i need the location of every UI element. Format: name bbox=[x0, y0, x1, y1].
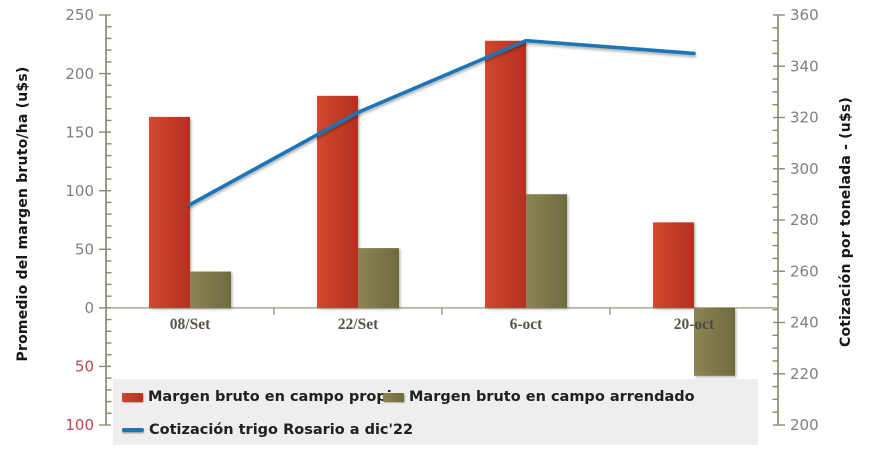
right-tick-label: 320 bbox=[790, 109, 819, 127]
legend-label-cotizacion: Cotización trigo Rosario a dic'22 bbox=[149, 422, 414, 438]
left-tick-label: 250 bbox=[65, 6, 94, 24]
left-tick-label: 50 bbox=[75, 240, 94, 258]
legend-item-propio: Margen bruto en campo propio bbox=[122, 388, 402, 406]
bar-propio-0 bbox=[149, 116, 190, 308]
bar-propio-3 bbox=[653, 222, 694, 308]
legend-item-arrendado: Margen bruto en campo arrendado bbox=[383, 388, 695, 406]
right-tick-label: 220 bbox=[790, 365, 819, 383]
legend-swatch-arrendado-icon bbox=[383, 392, 404, 402]
left-tick-label: 100 bbox=[65, 182, 94, 200]
x-category-label: 22/Set bbox=[338, 316, 379, 333]
bar-propio-2 bbox=[485, 40, 526, 308]
left-tick-label: 50 bbox=[75, 358, 94, 376]
right-tick-label: 200 bbox=[790, 416, 819, 434]
bar-propio-1 bbox=[317, 95, 358, 308]
legend: Margen bruto en campo propio Margen brut… bbox=[113, 379, 758, 445]
left-tick-label: 0 bbox=[84, 299, 94, 317]
legend-label-arrendado: Margen bruto en campo arrendado bbox=[409, 389, 695, 405]
bar-arrendado-0 bbox=[190, 271, 231, 308]
cotizacion-line bbox=[188, 38, 696, 207]
left-tick-label: 150 bbox=[65, 123, 94, 141]
right-tick-label: 240 bbox=[790, 314, 819, 332]
right-tick-label: 260 bbox=[790, 262, 819, 280]
legend-item-cotizacion: Cotización trigo Rosario a dic'22 bbox=[122, 421, 413, 439]
bar-arrendado-1 bbox=[358, 248, 399, 308]
right-tick-label: 300 bbox=[790, 160, 819, 178]
right-axis-title: Cotización por tonelada - (u$s) bbox=[838, 96, 854, 348]
legend-label-propio: Margen bruto en campo propio bbox=[148, 389, 402, 405]
legend-swatch-propio-icon bbox=[122, 392, 143, 402]
right-tick-label: 360 bbox=[790, 6, 819, 24]
left-axis-title: Promedio del margen bruto/ha (u$s) bbox=[15, 66, 31, 362]
bar-arrendado-3 bbox=[694, 307, 735, 376]
x-category-label: 08/Set bbox=[170, 316, 211, 333]
left-tick-label: 100 bbox=[65, 416, 94, 434]
legend-swatch-cotizacion-icon bbox=[122, 428, 144, 432]
left-tick-label: 200 bbox=[65, 65, 94, 83]
x-category-label: 6-oct bbox=[510, 316, 544, 333]
bar-arrendado-2 bbox=[526, 194, 567, 308]
x-category-label: 20-oct bbox=[674, 316, 715, 333]
right-tick-label: 340 bbox=[790, 57, 819, 75]
right-tick-label: 280 bbox=[790, 211, 819, 229]
